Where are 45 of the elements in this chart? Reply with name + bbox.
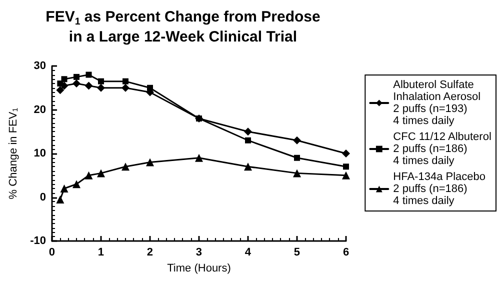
point [342, 171, 350, 180]
point [245, 137, 251, 144]
point [147, 84, 153, 91]
point [98, 78, 104, 84]
legend-label: Albuterol Sulfate Inhalation Aerosol 2 puffs (n=193) 4 times daily [393, 79, 481, 127]
point [84, 82, 93, 90]
point [60, 184, 68, 192]
point [84, 171, 93, 180]
point [294, 154, 300, 161]
y-tick-label: 0 [40, 191, 46, 204]
point [57, 80, 64, 86]
point [72, 80, 80, 88]
legend-label: HFA-134a Placebo 2 puffs (n=186) 4 times daily [393, 171, 486, 207]
point [293, 169, 301, 178]
point [56, 195, 64, 204]
legend-label: CFC 11/12 Albuterol 2 puffs (n=186) 4 times daily [393, 131, 492, 167]
point [61, 76, 68, 82]
point [74, 74, 80, 80]
point [244, 162, 252, 171]
point [72, 180, 80, 188]
point [343, 164, 349, 170]
y-tick-label: -10 [30, 235, 46, 247]
point [146, 158, 154, 166]
point [97, 169, 105, 178]
x-tick-label: 1 [98, 246, 104, 258]
x-tick-label: 2 [146, 246, 154, 258]
point [122, 78, 128, 84]
point [97, 84, 105, 92]
point [86, 72, 92, 78]
x-tick-label: 0 [48, 246, 56, 258]
point [195, 154, 203, 162]
x-tick-label: 4 [244, 246, 252, 258]
x-tick-label: 5 [294, 246, 300, 258]
point [293, 136, 301, 144]
x-tick-label: 3 [196, 246, 202, 258]
point [122, 84, 130, 92]
y-tick-label: 30 [34, 60, 46, 72]
x-tick-label: 6 [342, 246, 350, 258]
point [122, 162, 130, 171]
y-tick-label: 20 [34, 104, 46, 116]
x-axis-title: Time (Hours) [167, 262, 231, 274]
point [56, 86, 64, 94]
point [342, 150, 350, 158]
y-tick-label: 10 [34, 148, 46, 160]
point [244, 128, 252, 136]
